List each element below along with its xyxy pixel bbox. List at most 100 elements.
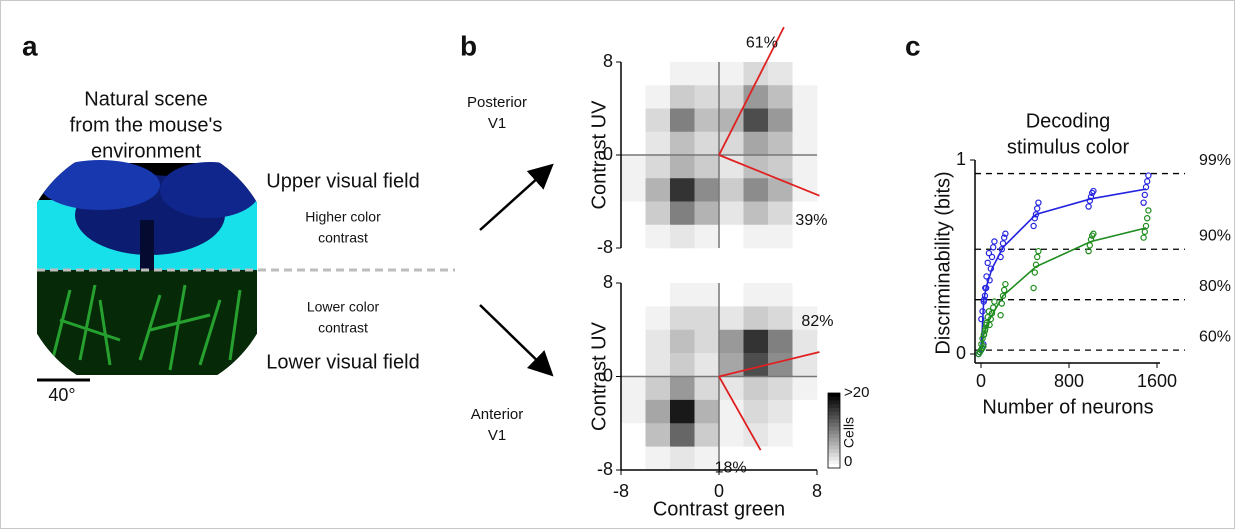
reference-label: 90% (1199, 227, 1231, 244)
heatmap-cell (670, 423, 695, 447)
colorbar-step (828, 456, 840, 461)
heatmap-cell (621, 329, 646, 354)
heatmap-cell (792, 399, 818, 424)
heatmap-cell (768, 108, 793, 133)
heatmap-cell (694, 353, 720, 377)
heatmap-cell (768, 446, 793, 471)
data-point (1140, 199, 1147, 206)
heatmap-cell (768, 423, 793, 447)
boundary-line (718, 154, 820, 197)
scale-bar-label: 40° (48, 385, 75, 405)
heatmap-cell (694, 131, 720, 156)
data-point (1030, 284, 1037, 292)
upper-field-label: Upper visual field (266, 170, 419, 192)
heatmap-cell (743, 224, 769, 249)
scene-ground (37, 270, 257, 375)
colorbar-step (828, 419, 840, 424)
heatmap-cell (621, 306, 646, 331)
heatmap-cell (743, 85, 769, 109)
upper-note: Higher color (305, 209, 381, 225)
heatmap-cell (719, 423, 744, 447)
x-tick-label: 1600 (1137, 371, 1177, 391)
reference-label: 60% (1199, 328, 1231, 345)
heatmap-cell (694, 155, 720, 179)
group-name: Anterior (471, 406, 524, 423)
heatmap-cell (719, 283, 744, 307)
heatmap-cell (719, 131, 744, 156)
group-name: V1 (488, 427, 506, 444)
group-name: Posterior (467, 94, 527, 111)
panel-label: a (22, 30, 38, 61)
data-point (998, 246, 1006, 253)
heatmap-cell (719, 306, 744, 331)
heatmap-cell (792, 423, 818, 447)
x-tick-label: 0 (976, 371, 986, 391)
boundary-line (718, 376, 762, 451)
data-point (1143, 214, 1151, 222)
data-point (1002, 280, 1009, 288)
colorbar-step (828, 396, 840, 401)
heatmap-cell (719, 62, 744, 86)
scene-tree (160, 162, 260, 218)
heatmap-cell (670, 283, 695, 307)
heatmap-cell (768, 224, 793, 249)
data-point (1141, 228, 1149, 235)
heatmap-cell (768, 283, 793, 307)
heatmap-cell (768, 201, 793, 226)
data-point (990, 244, 997, 251)
colorbar-step (828, 426, 840, 431)
data-point (999, 240, 1007, 247)
upper-note: contrast (318, 230, 368, 246)
heatmap-cell (621, 423, 646, 447)
colorbar-step (828, 460, 840, 465)
heatmap-cell (792, 108, 818, 133)
data-point (1085, 203, 1092, 210)
y-tick-label: 0 (956, 343, 966, 363)
data-point (999, 292, 1007, 299)
y-axis-label: Contrast UV (588, 321, 610, 431)
heatmap-cell (792, 224, 818, 249)
heatmap-cell (792, 201, 818, 226)
heatmap-cell (621, 155, 646, 179)
heatmap-cell (694, 306, 720, 331)
colorbar-tick-label: >20 (844, 384, 869, 401)
heatmap-cell (670, 306, 695, 331)
data-point (1090, 187, 1097, 195)
heatmap-cell (645, 62, 671, 86)
heatmap-cell (621, 399, 646, 424)
heatmap-cell (719, 178, 744, 202)
heatmap-cell (645, 376, 671, 401)
series-line (980, 227, 1147, 351)
heatmap-cell (743, 399, 769, 424)
heatmap-cell (670, 201, 695, 226)
y-axis-label: Discriminability (bits) (932, 171, 954, 354)
colorbar-step (828, 445, 840, 450)
data-point (1145, 172, 1152, 179)
heatmap-cell (743, 306, 769, 331)
heatmap-cell (694, 178, 720, 202)
scene-title: from the mouse's (70, 114, 223, 136)
scene-tree (40, 160, 160, 210)
x-tick-label: 8 (812, 481, 822, 501)
heatmap-cell (694, 329, 720, 354)
colorbar-step (828, 434, 840, 439)
heatmap-cell (621, 376, 646, 401)
data-point (988, 253, 996, 261)
heatmap-cell (670, 62, 695, 86)
reference-label: 99% (1199, 152, 1231, 169)
heatmap-cell (768, 306, 793, 331)
heatmap-cell (743, 353, 769, 377)
heatmap-cell (645, 178, 671, 202)
data-point (1031, 269, 1039, 276)
panel-label: c (905, 30, 921, 61)
heatmap-cell (792, 446, 818, 471)
heatmap-cell (792, 131, 818, 156)
heatmap-cell (645, 399, 671, 424)
lower-note: Lower color (307, 299, 380, 315)
colorbar-step (828, 441, 840, 446)
heatmap-cell (694, 224, 720, 249)
colorbar-step (828, 408, 840, 413)
heatmap-cell (645, 155, 671, 179)
colorbar-step (828, 400, 840, 405)
